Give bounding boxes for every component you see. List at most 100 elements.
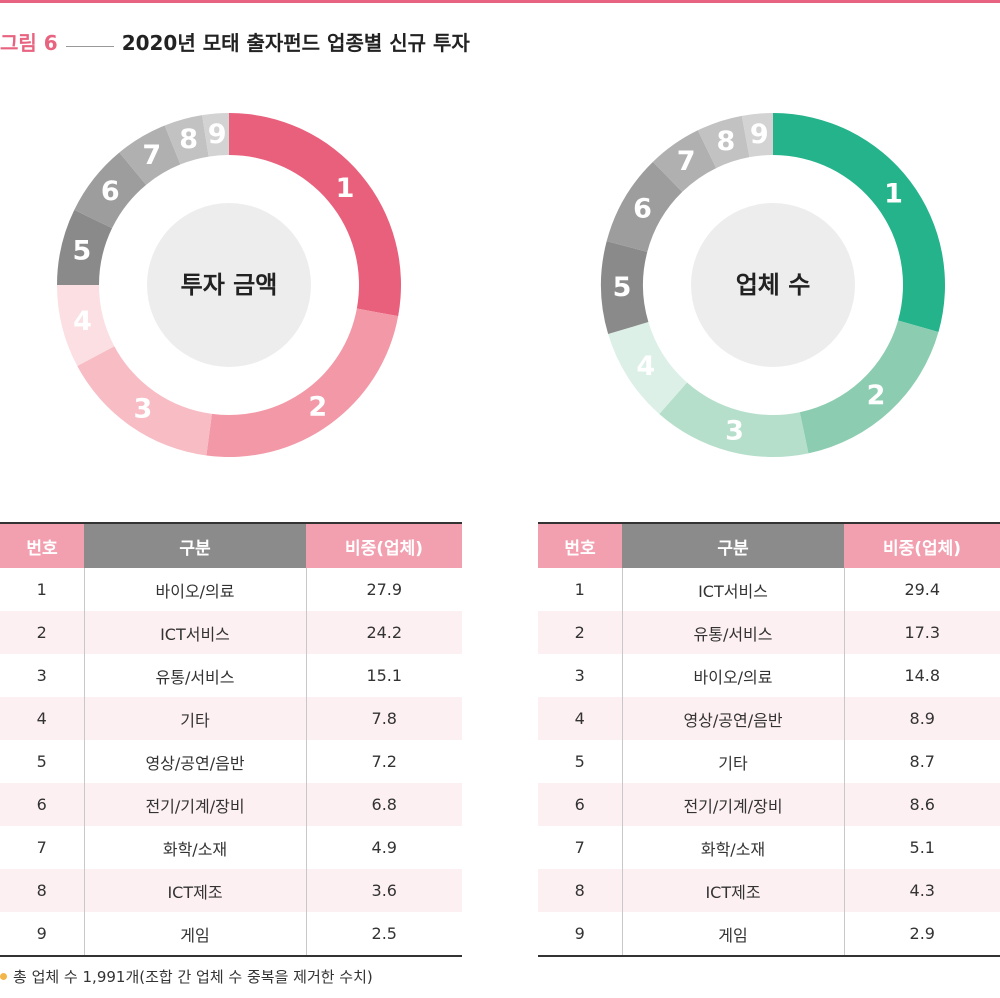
cell-share: 8.9 [844,697,1000,740]
cell-share: 3.6 [306,869,462,912]
cell-number: 9 [574,924,585,943]
cell-category: 게임 [83,912,307,956]
cell-number: 9 [36,924,47,943]
table-row: 7 화학/소재 5.1 [538,826,1000,869]
header-number: 번호 [538,523,622,568]
donut-segment [799,320,939,454]
cell-share: 7.8 [306,697,462,740]
table-row: 5 기타 8.7 [538,740,1000,783]
donut-segment [606,161,683,252]
donut-center-disc [691,203,855,367]
cell-number: 4 [0,697,84,740]
donut-segment-label: 6 [633,193,652,224]
figure-label: 그림 6 [0,30,58,55]
cell-category: 바이오/의료 [83,568,307,611]
cell-number: 6 [538,783,622,826]
donut-segment-label: 7 [142,140,161,171]
cell-number: 2 [538,611,622,654]
donut-segment-label: 1 [336,173,355,204]
table-investment-share: 번호 구분 비중(업체) 1 바이오/의료 27.9 2 ICT서비스 24.2 3 유통/서… [0,522,462,957]
donut-segment-label: 4 [636,351,655,382]
figure-title: 그림 6 2020년 모태 출자펀드 업종별 신규 투자 [0,26,470,56]
table-row: 6 전기/기계/장비 8.6 [538,783,1000,826]
cell-category: 유통/서비스 [83,654,307,697]
cell-number: 3 [574,666,585,685]
table-row: 1 바이오/의료 27.9 [0,568,462,611]
donut-segment [741,113,773,158]
cell-category: 전기/기계/장비 [621,783,845,826]
header-share: 비중(업체) [306,523,462,568]
donut-segment [773,113,945,332]
cell-number: 8 [538,869,622,912]
figure-title-text: 2020년 모태 출자펀드 업종별 신규 투자 [121,30,470,55]
donut-segment-label: 2 [308,392,327,423]
header-category: 구분 [84,523,306,568]
donut-segment-label: 4 [73,306,92,337]
cell-share: 29.4 [904,580,941,599]
table-row: 9 게임 2.9 [538,912,1000,956]
cell-share: 5.1 [909,838,935,857]
cell-number: 1 [36,580,47,599]
donut-segment [229,113,401,317]
cell-share: 8.7 [909,752,935,771]
header-share: 비중(업체) [844,523,1000,568]
cell-category: 화학/소재 [83,826,307,869]
footnote: 총 업체 수 1,991개(조합 간 업체 수 중복을 제거한 수치) [0,966,373,987]
cell-number: 2 [0,611,84,654]
donut-segment [74,152,147,229]
donut-segment [57,209,113,285]
cell-number: 1 [574,580,585,599]
header-category: 구분 [622,523,844,568]
top-rule [0,0,1000,3]
cell-share: 2.9 [909,924,935,943]
cell-category: ICT서비스 [621,568,845,611]
cell-share: 8.6 [844,783,1000,826]
cell-category: ICT제조 [621,869,845,912]
cell-category: 기타 [621,740,845,783]
table-row: 8 ICT제조 3.6 [0,869,462,912]
cell-category: 영상/공연/음반 [621,697,845,740]
donut-center-disc [147,203,311,367]
table-company-share: 번호 구분 비중(업체) 1 ICT서비스 29.4 2 유통/서비스 17.3 3 바이오/… [538,522,1000,957]
donut-segment [608,322,688,415]
donut-segment-label: 3 [134,394,153,425]
cell-share: 24.2 [306,611,462,654]
cell-category: ICT서비스 [83,611,307,654]
cell-category: ICT제조 [83,869,307,912]
donut-center-label: 업체 수 [736,271,811,299]
donut-segment-label: 8 [716,126,735,157]
bullet-dot-icon [0,973,7,980]
table-row: 8 ICT제조 4.3 [538,869,1000,912]
cell-category: 전기/기계/장비 [83,783,307,826]
cell-category: 바이오/의료 [621,654,845,697]
donut-segment [601,241,649,335]
cell-number: 7 [574,838,585,857]
table-header-row: 번호 구분 비중(업체) [0,523,462,568]
donut-segment [659,382,809,458]
cell-share: 2.5 [371,924,397,943]
cell-category: 화학/소재 [621,826,845,869]
table-row: 3 유통/서비스 15.1 [0,654,462,697]
table-row: 2 ICT서비스 24.2 [0,611,462,654]
table-row: 9 게임 2.5 [0,912,462,956]
cell-number: 8 [0,869,84,912]
cell-share: 17.3 [844,611,1000,654]
donut-segment [57,285,115,366]
cell-category: 게임 [621,912,845,956]
title-divider-line [65,45,114,47]
donut-segment-label: 5 [72,236,91,267]
donut-segment-label: 6 [101,176,120,207]
donut-segment-label: 9 [208,119,227,150]
donut-segment-label: 7 [677,146,696,177]
donut-center-label: 투자 금액 [181,271,278,299]
cell-share: 15.1 [366,666,403,685]
donut-segment-label: 2 [867,380,886,411]
cell-share: 7.2 [371,752,397,771]
cell-number: 4 [538,697,622,740]
table-row: 4 영상/공연/음반 8.9 [538,697,1000,740]
donut-segment [652,130,717,192]
donut-segment [206,308,399,457]
table-row: 7 화학/소재 4.9 [0,826,462,869]
table-row: 3 바이오/의료 14.8 [538,654,1000,697]
